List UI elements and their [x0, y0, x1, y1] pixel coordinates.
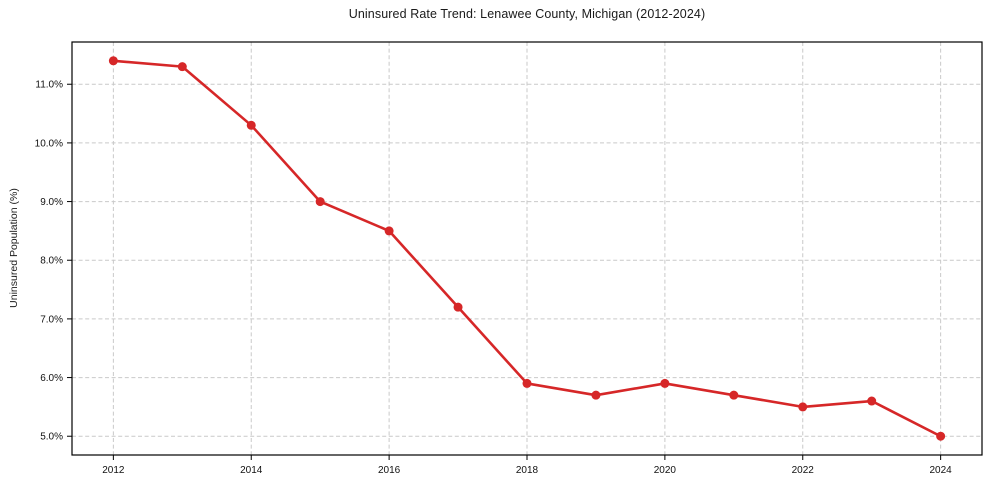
x-tick-label: 2024 — [930, 465, 953, 476]
data-point — [729, 390, 739, 400]
y-tick-label: 8.0% — [40, 256, 63, 267]
data-point — [867, 396, 877, 406]
x-tick-label: 2020 — [654, 465, 677, 476]
data-point — [591, 390, 601, 400]
axes-frame — [71, 41, 983, 456]
y-tick-label: 7.0% — [40, 314, 63, 325]
x-tick-label: 2018 — [516, 465, 539, 476]
chart-title: Uninsured Rate Trend: Lenawee County, Mi… — [348, 7, 706, 21]
x-tick-label: 2012 — [102, 465, 125, 476]
data-point — [660, 378, 670, 388]
data-point — [522, 378, 532, 388]
x-tick-label: 2022 — [792, 465, 815, 476]
y-tick-label: 9.0% — [40, 197, 63, 208]
y-tick-label: 10.0% — [35, 138, 63, 149]
data-point — [108, 56, 118, 66]
data-point — [384, 226, 394, 236]
data-point — [453, 302, 463, 312]
data-point — [798, 402, 808, 412]
data-point — [936, 431, 946, 441]
data-point — [246, 120, 256, 130]
data-point — [315, 197, 325, 207]
data-point — [177, 62, 187, 72]
y-tick-label: 5.0% — [40, 432, 63, 443]
x-tick-label: 2016 — [378, 465, 401, 476]
y-tick-label: 6.0% — [40, 373, 63, 384]
x-tick-label: 2014 — [240, 465, 263, 476]
y-tick-label: 11.0% — [35, 80, 63, 91]
